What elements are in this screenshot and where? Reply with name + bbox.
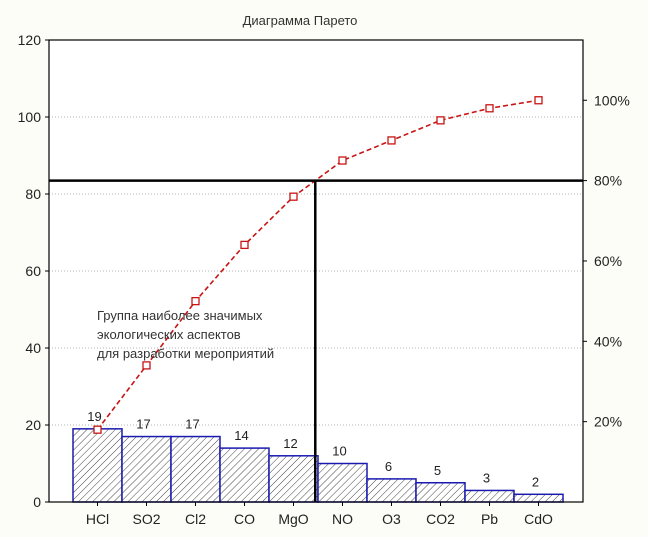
cumulative-line bbox=[96, 99, 539, 431]
left-axis-tick-label: 0 bbox=[33, 494, 41, 510]
bar-value-label: 5 bbox=[434, 463, 441, 478]
annotation-line: для разработки мероприятий bbox=[97, 346, 274, 361]
right-axis-tick-label: 40% bbox=[594, 333, 622, 349]
right-axis-tick-label: 80% bbox=[594, 173, 622, 189]
bar bbox=[415, 482, 466, 503]
bar-value-label: 19 bbox=[87, 409, 101, 424]
cumulative-point bbox=[436, 116, 445, 125]
bar bbox=[170, 435, 221, 503]
right-axis-tick-label: 20% bbox=[594, 414, 622, 430]
left-axis-tick-label: 60 bbox=[25, 263, 41, 279]
bar-value-label: 17 bbox=[185, 417, 199, 432]
annotation-line: экологических аспектов bbox=[97, 327, 241, 342]
cumulative-curve bbox=[93, 96, 543, 434]
cumulative-point bbox=[534, 96, 543, 105]
right-axis-tick-label: 100% bbox=[594, 92, 630, 108]
bar bbox=[121, 435, 172, 503]
cumulative-point bbox=[289, 192, 298, 201]
left-axis-tick-label: 80 bbox=[25, 186, 41, 202]
cumulative-point bbox=[93, 425, 102, 434]
bar-value-label: 10 bbox=[332, 444, 346, 459]
annotation-line: Группа наиболее значимых bbox=[97, 308, 263, 323]
cumulative-point bbox=[485, 104, 494, 113]
bar-value-label: 6 bbox=[385, 459, 392, 474]
bar bbox=[366, 478, 417, 503]
x-axis-tick-label: NO bbox=[332, 511, 353, 527]
cumulative-point bbox=[240, 240, 249, 250]
left-axis-tick-label: 120 bbox=[18, 32, 42, 48]
x-axis-tick-label: HCl bbox=[86, 511, 109, 527]
bar-value-label: 2 bbox=[532, 474, 539, 489]
labels: 0 20 40 60 80 100 120 20% 40% 60% 80% 100% HCl SO2 Cl2… bbox=[18, 13, 630, 527]
bar bbox=[317, 462, 368, 503]
bar-value-label: 3 bbox=[483, 470, 490, 485]
bar bbox=[219, 447, 270, 503]
x-axis-tick-label: CdO bbox=[524, 511, 553, 527]
right-axis-tick-label: 60% bbox=[594, 253, 622, 269]
bar-value-label: 17 bbox=[136, 417, 150, 432]
bar-value-label: 12 bbox=[283, 436, 297, 451]
x-axis-tick-label: Cl2 bbox=[185, 511, 206, 527]
x-axis-tick-label: CO2 bbox=[426, 511, 455, 527]
bar bbox=[268, 455, 319, 503]
chart-title: Диаграмма Парето bbox=[243, 13, 358, 28]
bar-value-label: 14 bbox=[234, 428, 248, 443]
bar bbox=[464, 489, 515, 503]
left-axis-tick-label: 100 bbox=[18, 109, 42, 125]
cumulative-point bbox=[338, 156, 347, 165]
bar bbox=[513, 493, 564, 503]
x-axis-tick-label: CO bbox=[234, 511, 255, 527]
x-axis-tick-label: SO2 bbox=[132, 511, 160, 527]
bars bbox=[72, 428, 564, 503]
cumulative-point bbox=[387, 136, 396, 145]
threshold-lines bbox=[49, 179, 583, 502]
left-axis-tick-label: 40 bbox=[25, 340, 41, 356]
cumulative-point bbox=[142, 361, 151, 370]
left-axis-tick-label: 20 bbox=[25, 417, 41, 433]
x-axis-tick-label: O3 bbox=[382, 511, 401, 527]
x-axis-tick-label: Pb bbox=[481, 511, 498, 527]
bar bbox=[72, 428, 123, 503]
cumulative-point bbox=[191, 296, 200, 306]
x-axis-tick-label: MgO bbox=[278, 511, 308, 527]
